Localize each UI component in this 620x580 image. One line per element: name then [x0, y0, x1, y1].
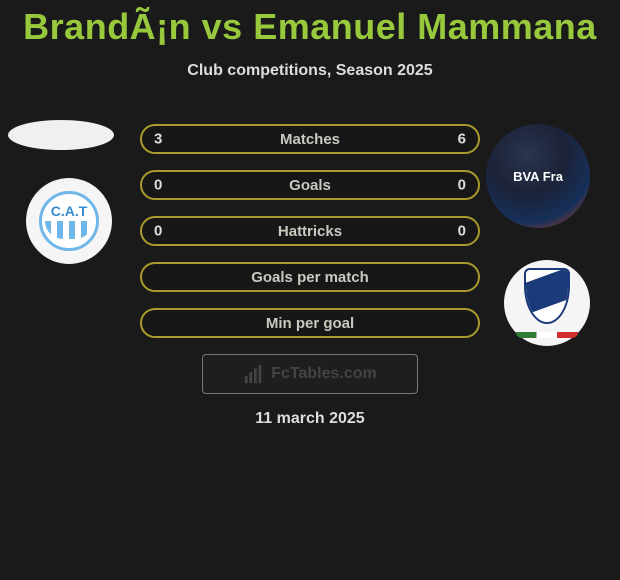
watermark-text: FcTables.com [271, 365, 377, 383]
stat-left-value: 0 [154, 177, 162, 194]
crest-left-text: C.A.T [51, 203, 88, 219]
stats-panel: 3 Matches 6 0 Goals 0 0 Hattricks 0 Goal… [140, 124, 480, 354]
watermark-badge: FcTables.com [202, 354, 418, 394]
player-left-avatar [8, 120, 114, 150]
stat-right-value: 0 [458, 223, 466, 240]
date-label: 11 march 2025 [0, 410, 620, 428]
stat-row: 3 Matches 6 [140, 124, 480, 154]
stat-label: Matches [142, 131, 478, 148]
jersey-text: BVA Fra [513, 169, 563, 184]
stat-row: Goals per match [140, 262, 480, 292]
stat-label: Goals per match [142, 269, 478, 286]
stat-row: Min per goal [140, 308, 480, 338]
stat-right-value: 6 [458, 131, 466, 148]
club-crest-right [504, 260, 590, 346]
stat-right-value: 0 [458, 177, 466, 194]
stat-left-value: 0 [154, 223, 162, 240]
stat-row: 0 Goals 0 [140, 170, 480, 200]
page-title: BrandÃ¡n vs Emanuel Mammana [0, 0, 620, 48]
club-crest-left: C.A.T [26, 178, 112, 264]
stat-label: Goals [142, 177, 478, 194]
page-subtitle: Club competitions, Season 2025 [0, 62, 620, 80]
cat-crest-icon: C.A.T [39, 191, 99, 251]
velez-crest-icon [516, 268, 578, 338]
bar-chart-icon [243, 363, 265, 385]
crest-stripes-icon [45, 221, 93, 239]
stat-label: Hattricks [142, 223, 478, 240]
player-right-avatar: BVA Fra [486, 124, 590, 228]
stat-label: Min per goal [142, 315, 478, 332]
comparison-card: BrandÃ¡n vs Emanuel Mammana Club competi… [0, 0, 620, 580]
stat-row: 0 Hattricks 0 [140, 216, 480, 246]
stat-left-value: 3 [154, 131, 162, 148]
